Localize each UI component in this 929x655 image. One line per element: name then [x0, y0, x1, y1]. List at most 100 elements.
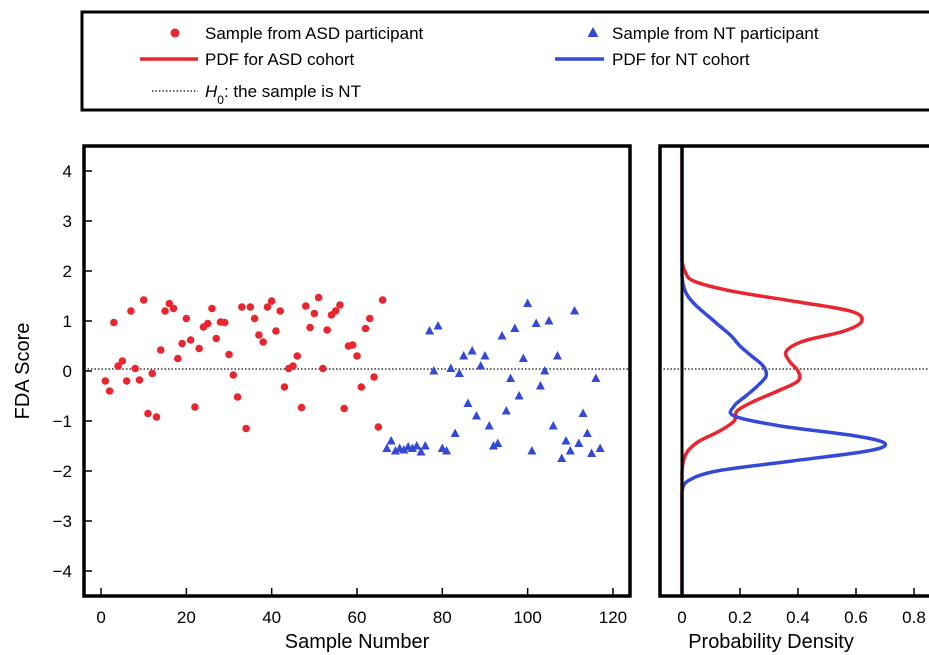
asd-sample-point	[314, 293, 323, 302]
y-tick-label: 1	[63, 312, 72, 331]
asd-sample-point	[370, 373, 378, 381]
asd-sample-point	[161, 307, 169, 315]
nt-sample-point	[552, 351, 562, 360]
nt-sample-point	[535, 381, 545, 390]
asd-sample-point	[118, 357, 127, 365]
nt-sample-point	[450, 428, 460, 437]
asd-sample-point	[156, 346, 165, 354]
pdf-curve-asd	[680, 146, 864, 596]
legend-frame	[80, 10, 929, 112]
pdf-x-axis-label: Probability Density	[688, 631, 854, 653]
legend-label-nt-sample: Sample from NT participant	[612, 24, 819, 43]
asd-sample-point	[289, 362, 297, 370]
legend-label-threshold: H0: the sample is NT	[205, 82, 361, 107]
nt-sample-point	[433, 321, 443, 330]
asd-sample-point	[250, 314, 259, 323]
nt-sample-point	[587, 448, 597, 457]
asd-sample-point	[319, 364, 327, 373]
nt-sample-point	[425, 326, 435, 335]
nt-sample-point	[476, 361, 486, 370]
asd-sample-point	[135, 376, 144, 384]
nt-sample-point	[514, 391, 524, 400]
asd-sample-point	[374, 423, 383, 431]
asd-sample-point	[293, 352, 302, 360]
nt-sample-point	[561, 436, 571, 445]
nt-sample-point	[442, 446, 452, 455]
nt-sample-point	[399, 445, 409, 454]
asd-sample-point	[331, 307, 340, 315]
nt-sample-point	[489, 441, 498, 450]
asd-sample-point	[165, 299, 174, 308]
asd-sample-point	[139, 296, 148, 304]
nt-sample-point	[429, 366, 439, 375]
asd-sample-point	[272, 327, 280, 335]
nt-sample-point	[459, 351, 469, 360]
x-tick-label: 60	[348, 608, 367, 627]
x-tick-label: 120	[599, 608, 627, 627]
nt-sample-point	[582, 428, 592, 437]
asd-sample-point	[310, 309, 319, 318]
x-tick-label: 0	[96, 608, 105, 627]
asd-sample-point	[174, 354, 182, 363]
asd-sample-point	[220, 318, 229, 327]
y-tick-label: −1	[53, 412, 72, 431]
y-tick-label: 2	[63, 262, 72, 281]
scatter-x-ticks: 0 20 40 60 80 100 120	[96, 588, 627, 627]
legend: Sample from ASD participant Sample from …	[80, 10, 929, 112]
y-tick-label: 3	[63, 212, 72, 231]
asd-sample-point	[340, 404, 349, 413]
nt-sample-point	[506, 373, 516, 382]
y-tick-label: 0	[63, 362, 72, 381]
legend-label-threshold-subscript: 0	[217, 93, 224, 107]
y-tick-label: −2	[53, 462, 72, 481]
x-tick-label: 40	[262, 608, 281, 627]
nt-sample-point	[527, 446, 537, 455]
asd-sample-point	[127, 307, 135, 315]
asd-sample-point	[208, 304, 216, 313]
nt-sample-point	[412, 441, 422, 450]
asd-sample-point	[353, 352, 361, 360]
asd-sample-point	[357, 383, 366, 391]
legend-marker-nt-sample	[587, 27, 599, 37]
pdf-x-tick-label: 0.2	[728, 608, 752, 627]
nt-sample-point	[382, 443, 392, 452]
asd-sample-point	[225, 350, 233, 359]
asd-sample-point	[242, 424, 250, 433]
nt-sample-point	[565, 446, 575, 455]
asd-sample-point	[122, 377, 131, 385]
nt-sample-point	[484, 421, 494, 430]
asd-sample-point	[365, 314, 374, 323]
scatter-y-axis-label: FDA Score	[12, 323, 34, 420]
asd-sample-point	[378, 296, 387, 304]
asd-sample-point	[186, 336, 195, 344]
scatter-y-ticks: 4 3 2 1 0 −1 −2 −3 −4	[53, 162, 92, 581]
x-tick-label: 20	[177, 608, 196, 627]
nt-sample-point	[578, 408, 588, 417]
nt-sample-point	[595, 443, 605, 452]
asd-sample-point	[267, 297, 276, 305]
nt-sample-point	[540, 366, 550, 375]
nt-sample-point	[407, 443, 417, 452]
scatter-panel: 0 20 40 60 80 100 120 4 3 2 1 0 −1 −2 −3 −4 Sample Num…	[12, 144, 632, 653]
asd-sample-point	[259, 338, 267, 346]
nt-sample-point	[523, 298, 533, 307]
nt-sample-point	[471, 411, 481, 420]
asd-sample-point	[263, 303, 272, 311]
asd-sample-point	[229, 371, 238, 379]
y-tick-label: −3	[53, 512, 72, 531]
asd-sample-point	[246, 303, 255, 311]
asd-sample-point	[152, 413, 161, 421]
nt-sample-point	[416, 447, 426, 456]
pdf-frame	[658, 144, 929, 598]
nt-sample-point	[390, 446, 400, 455]
asd-sample-point	[297, 403, 306, 412]
asd-sample-point	[191, 403, 199, 411]
x-tick-label: 80	[433, 608, 452, 627]
nt-sample-point	[510, 323, 520, 332]
asd-sample-point	[323, 326, 331, 334]
asd-sample-point	[144, 409, 152, 418]
legend-label-asd-pdf: PDF for ASD cohort	[205, 50, 355, 69]
asd-sample-point	[110, 318, 118, 327]
pdf-x-tick-label: 0	[677, 608, 686, 627]
pdf-x-tick-label: 0.6	[844, 608, 868, 627]
